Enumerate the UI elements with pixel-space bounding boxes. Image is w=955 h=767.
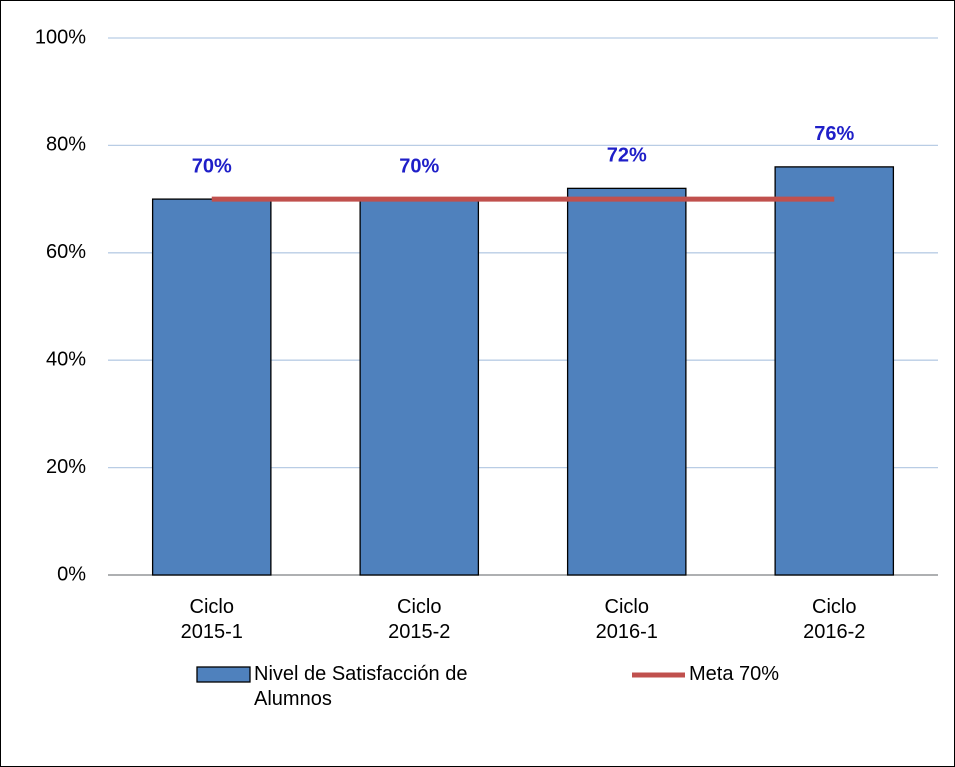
bar (359, 198, 480, 576)
x-tick-label: Ciclo 2015-1 (180, 596, 243, 643)
y-tick-label: 20% (46, 456, 86, 478)
legend-swatch (196, 666, 251, 683)
bar (566, 187, 687, 576)
y-tick-label: 40% (46, 348, 86, 370)
bar (151, 198, 272, 576)
y-tick-label: 0% (57, 563, 86, 585)
data-label: 70% (399, 155, 439, 177)
data-label: 76% (814, 123, 854, 145)
legend-label: Nivel de Satisfacción de Alumnos (254, 663, 468, 710)
data-label: 70% (192, 155, 232, 177)
x-tick-label: Ciclo 2015-2 (388, 596, 451, 643)
x-tick-label: Ciclo 2016-2 (803, 596, 866, 643)
y-tick-label: 80% (46, 134, 86, 156)
y-tick-label: 60% (46, 241, 86, 263)
x-tick-label: Ciclo 2016-1 (595, 596, 658, 643)
bar (774, 166, 895, 576)
legend-label: Meta 70% (689, 663, 780, 685)
y-tick-label: 100% (35, 26, 86, 48)
data-label: 72% (607, 145, 647, 167)
